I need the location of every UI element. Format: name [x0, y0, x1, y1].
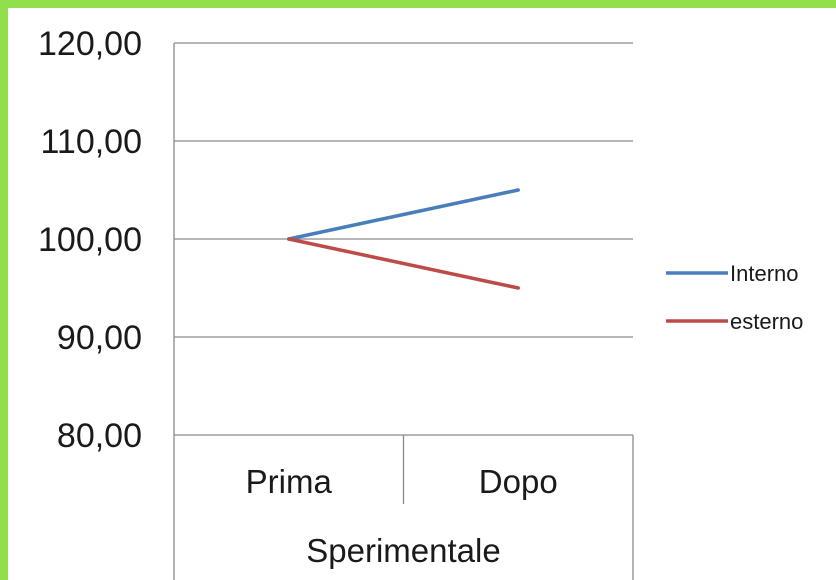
y-tick-label: 90,00: [57, 319, 142, 357]
series-line-esterno: [287, 237, 520, 290]
line-chart: 80,00 90,00 100,00 110,00 120,00 Prima Dopo Spe…: [38, 25, 803, 580]
legend-label: Interno: [730, 261, 799, 286]
x-tick-label: Prima: [246, 463, 333, 500]
group-label: Sperimentale: [306, 532, 500, 569]
legend-label: esterno: [730, 309, 803, 334]
chart-frame: 80,00 90,00 100,00 110,00 120,00 Prima Dopo Spe…: [8, 8, 836, 580]
y-tick-label: 100,00: [38, 221, 142, 259]
y-tick-label: 110,00: [41, 123, 142, 161]
series-line-interno: [287, 188, 520, 241]
y-tick-label: 80,00: [57, 417, 142, 455]
x-tick-label: Dopo: [479, 463, 558, 500]
y-tick-label: 120,00: [38, 25, 142, 63]
